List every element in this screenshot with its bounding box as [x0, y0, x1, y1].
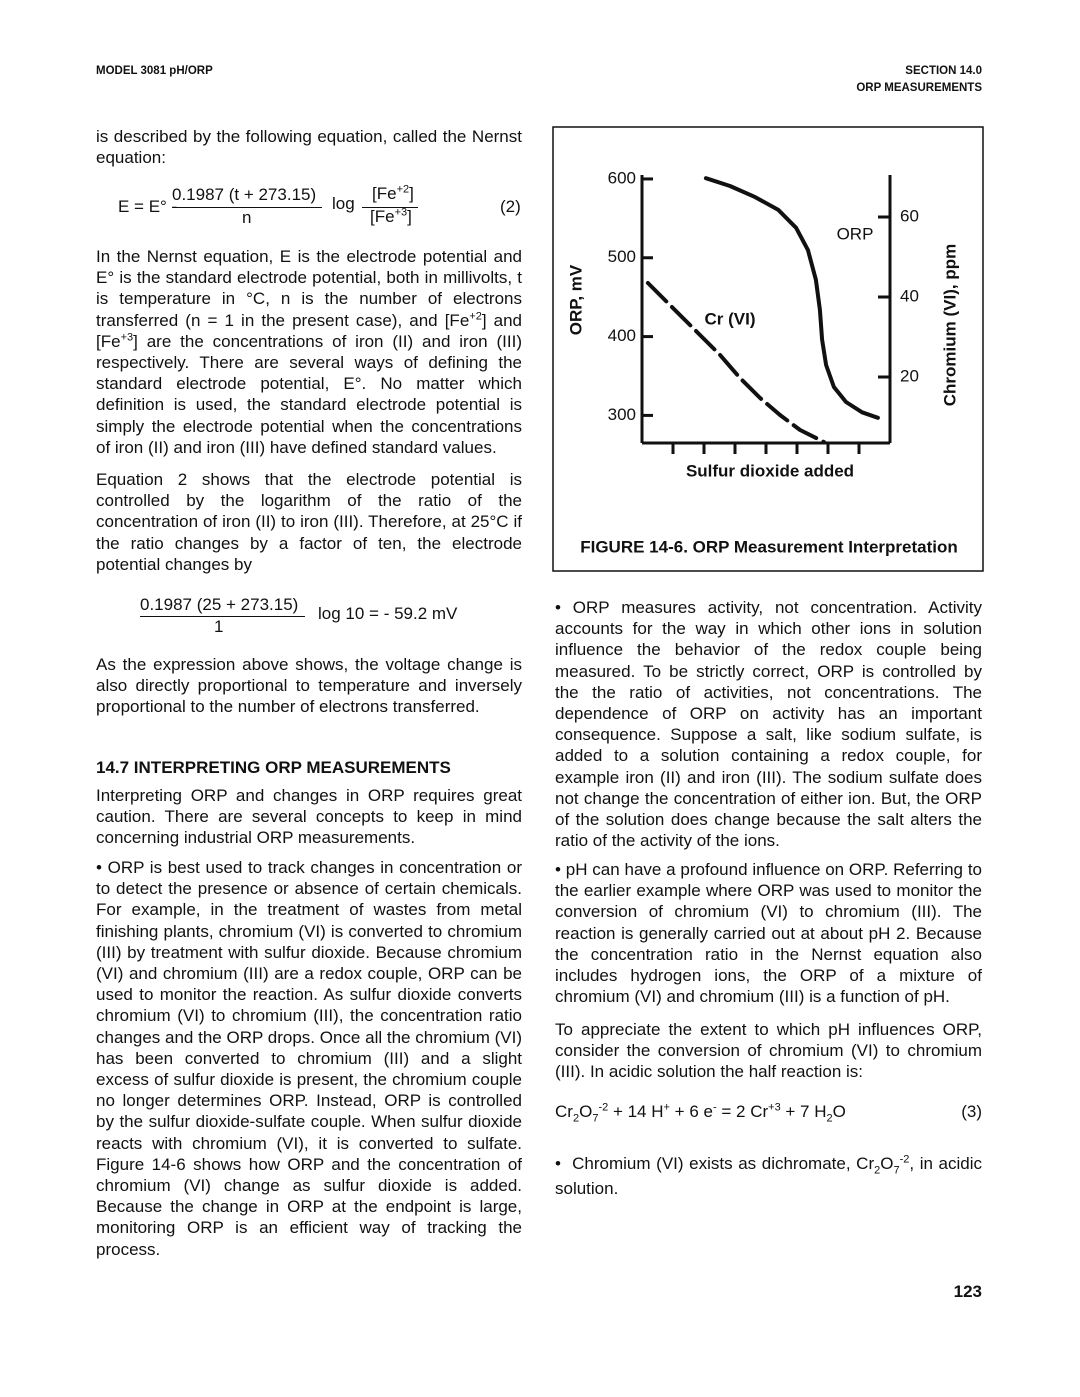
series-line	[703, 176, 880, 420]
x-axis-title: Sulfur dioxide added	[686, 461, 854, 480]
equation: Cr2O7-2 + 14 H+ + 6 e- = 2 Cr+3 + 7 H2O	[555, 1101, 846, 1125]
equation-denominator: 1	[214, 617, 224, 636]
y-tick-label: 400	[608, 326, 636, 345]
figure-caption: FIGURE 14-6. ORP Measurement Interpretat…	[580, 537, 958, 556]
series-label: Cr (VI)	[705, 309, 756, 328]
subscript: 7	[893, 1164, 900, 1177]
text: ] are the concentrations of iron (II) an…	[96, 331, 522, 457]
subscript: 2	[826, 1112, 833, 1125]
text: + 7 H	[780, 1102, 827, 1121]
text: O	[832, 1102, 846, 1121]
series-line	[645, 281, 826, 444]
section-heading: 14.7 INTERPRETING ORP MEASUREMENTS	[96, 758, 451, 777]
y2-tick-label: 40	[900, 286, 919, 305]
superscript: -2	[899, 1153, 910, 1166]
text: O	[579, 1102, 593, 1121]
header-left: MODEL 3081 pH/ORP	[96, 65, 213, 77]
superscript: -	[712, 1101, 717, 1114]
superscript: +3	[394, 206, 408, 219]
equation-number: (3)	[961, 1102, 982, 1121]
equation-number: (2)	[500, 197, 521, 216]
y-tick-label: 300	[608, 405, 636, 424]
text: ]	[409, 184, 414, 203]
fraction-bar	[172, 207, 322, 208]
text: [Fe	[370, 207, 395, 226]
fraction-bar	[362, 207, 418, 208]
equation-numerator: 0.1987 (t + 273.15)	[172, 185, 317, 204]
text: + 14 H	[608, 1102, 664, 1121]
text: = 2 Cr	[716, 1102, 769, 1121]
header-topic: ORP MEASUREMENTS	[856, 82, 982, 94]
equation-lhs: E = E° -	[118, 197, 178, 216]
superscript: +3	[120, 331, 134, 344]
text: In the Nernst equation, E is the electro…	[96, 247, 522, 330]
paragraph: is described by the following equation, …	[96, 127, 522, 168]
equation-numerator: [Fe+2]	[372, 184, 414, 204]
paragraph: Equation 2 shows that the electrode pote…	[96, 470, 522, 574]
bullet: • Chromium (VI) exists as dichromate, Cr…	[555, 1151, 982, 1201]
subscript: 2	[874, 1164, 881, 1177]
subscript: 7	[592, 1112, 599, 1125]
y-tick-label: 500	[608, 247, 636, 266]
superscript: +	[663, 1101, 670, 1114]
paragraph: To appreciate the extent to which pH inf…	[555, 1020, 982, 1082]
superscript: +2	[469, 309, 482, 322]
bullet: • pH can have a profound influence on OR…	[555, 860, 982, 1007]
text: [Fe	[372, 184, 397, 203]
y2-axis-title: Chromium (VI), ppm	[940, 244, 959, 406]
equation-rhs: log 10 = - 59.2 mV	[318, 604, 458, 623]
paragraph: In the Nernst equation, E is the electro…	[96, 246, 522, 458]
text: ] and [Fe	[96, 310, 523, 351]
text: • Chromium (VI) exists as dichromate, Cr	[555, 1154, 875, 1173]
equation-denominator: [Fe+3]	[370, 207, 412, 227]
text: Cr	[555, 1102, 573, 1121]
superscript: +2	[396, 183, 410, 196]
paragraph: As the expression above shows, the volta…	[96, 655, 522, 717]
y-tick-label: 600	[608, 168, 636, 187]
equation-log: log	[332, 194, 355, 213]
text: , in acidic solution.	[555, 1154, 982, 1198]
fraction-bar	[140, 616, 305, 617]
superscript: -2	[598, 1101, 609, 1114]
bullet: • ORP measures activity, not concentrati…	[555, 598, 982, 851]
subscript: 2	[572, 1112, 580, 1125]
page-number: 123	[953, 1282, 982, 1301]
paragraph: Interpreting ORP and changes in ORP requ…	[96, 786, 522, 848]
header-right: SECTION 14.0 ORP MEASUREMENTS	[856, 63, 982, 97]
y-axis-title: ORP, mV	[566, 264, 585, 335]
equation-denominator: n	[242, 208, 252, 227]
y2-tick-label: 20	[900, 366, 919, 385]
text: O	[880, 1154, 894, 1173]
text: + 6 e	[669, 1102, 713, 1121]
bullet: • ORP is best used to track changes in c…	[96, 858, 522, 1259]
figure-frame	[552, 126, 984, 572]
series-label: ORP	[837, 224, 874, 243]
superscript: +3	[768, 1101, 781, 1114]
header-section: SECTION 14.0	[905, 65, 982, 77]
y2-tick-label: 60	[900, 206, 919, 225]
text: ]	[407, 207, 412, 226]
equation-numerator: 0.1987 (25 + 273.15)	[140, 595, 299, 614]
